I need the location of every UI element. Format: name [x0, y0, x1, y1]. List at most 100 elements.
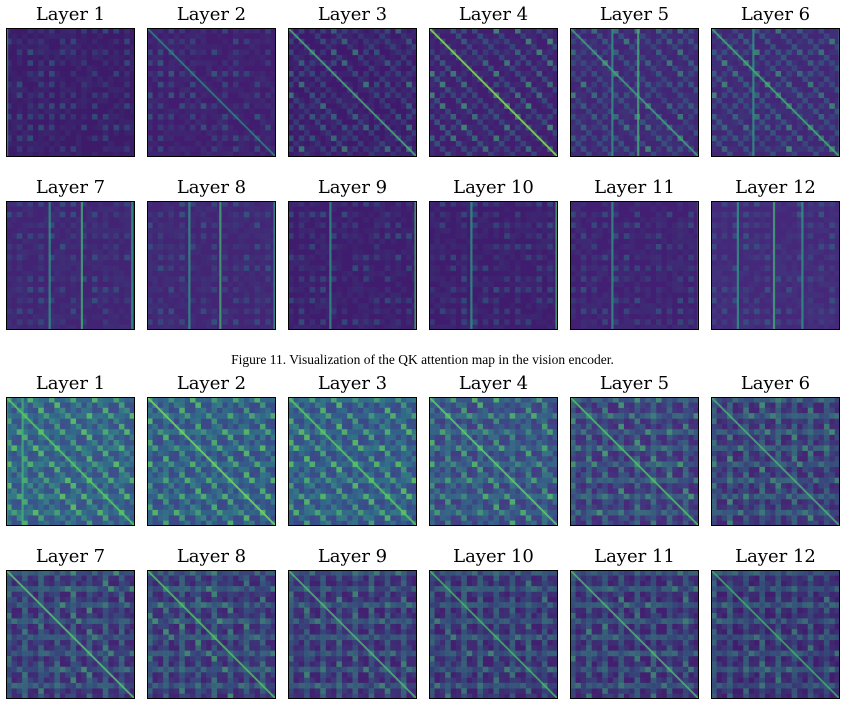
panel-title: Layer 11: [594, 177, 675, 198]
attention-column: [752, 28, 755, 157]
heatmap-background: [147, 201, 276, 330]
attention-map-panel: Layer 11: [570, 175, 699, 330]
heatmap-cells: [288, 397, 417, 526]
attention-diagonal: [570, 397, 699, 526]
heatmap-cells: [288, 570, 417, 699]
panel-title: Layer 12: [735, 177, 816, 198]
panel-title: Layer 1: [35, 4, 106, 25]
attention-column: [131, 201, 134, 330]
attention-heatmap: [429, 570, 558, 699]
attention-diagonal: [147, 397, 276, 526]
heatmap-frame: [429, 28, 558, 157]
panel-title: Layer 2: [176, 4, 247, 25]
attention-heatmap: [570, 201, 699, 330]
heatmap-cells: [147, 570, 276, 699]
attention-heatmap: [147, 397, 276, 526]
heatmap-cells: [429, 570, 558, 699]
heatmap-frame: [6, 28, 135, 157]
heatmap-cells: [711, 570, 840, 699]
attention-diagonal: [288, 28, 417, 157]
attention-map-panel: Layer 5: [570, 371, 699, 526]
panel-title: Layer 6: [740, 4, 811, 25]
attention-heatmap: [570, 28, 699, 157]
heatmap-frame: [288, 570, 417, 699]
attention-diagonal: [6, 570, 135, 699]
heatmap-cells: [570, 201, 699, 330]
heatmap-cells: [711, 397, 840, 526]
heatmap-cells: [6, 28, 135, 157]
attention-heatmap: [711, 397, 840, 526]
attention-column: [801, 201, 804, 330]
attention-map-panel: Layer 3: [288, 2, 417, 157]
heatmap-frame: [147, 570, 276, 699]
panel-title: Layer 4: [458, 373, 529, 394]
attention-map-panel: Layer 5: [570, 2, 699, 157]
panel-title: Layer 7: [35, 177, 106, 198]
attention-diagonal: [711, 570, 840, 699]
heatmap-frame: [147, 201, 276, 330]
attention-heatmap: [711, 28, 840, 157]
heatmap-frame: [429, 570, 558, 699]
attention-diagonal: [6, 397, 135, 526]
heatmap-cells: [429, 397, 558, 526]
attention-heatmap: [288, 570, 417, 699]
attention-column: [611, 28, 614, 157]
heatmap-frame: [711, 28, 840, 157]
attention-diagonal: [288, 397, 417, 526]
attention-column: [414, 201, 417, 330]
panel-title: Layer 3: [317, 373, 388, 394]
heatmap-background: [288, 201, 417, 330]
attention-diagonal: [147, 570, 276, 699]
heatmap-cells: [147, 28, 276, 157]
panel-title: Layer 11: [594, 546, 675, 567]
heatmap-frame: [711, 201, 840, 330]
heatmap-frame: [711, 397, 840, 526]
panel-title: Layer 4: [458, 4, 529, 25]
attention-map-panel: Layer 11: [570, 544, 699, 699]
panel-title: Layer 10: [453, 177, 534, 198]
attention-diagonal: [288, 570, 417, 699]
heatmap-background: [429, 201, 558, 330]
panel-title: Layer 6: [740, 373, 811, 394]
panel-title: Layer 9: [317, 546, 388, 567]
attention-column: [637, 28, 640, 157]
attention-heatmap: [6, 28, 135, 157]
heatmap-cells: [6, 397, 135, 526]
attention-map-panel: Layer 7: [6, 175, 135, 330]
heatmap-frame: [570, 570, 699, 699]
attention-map-panel: Layer 3: [288, 371, 417, 526]
heatmap-background: [6, 28, 135, 157]
attention-map-panel: Layer 9: [288, 175, 417, 330]
attention-diagonal: [711, 397, 840, 526]
attention-column: [555, 201, 558, 330]
attention-column: [6, 397, 9, 526]
attention-heatmap: [429, 28, 558, 157]
attention-diagonal: [429, 397, 558, 526]
attention-heatmap: [429, 397, 558, 526]
figure-caption: Figure 11. Visualization of the QK atten…: [231, 352, 614, 367]
panel-title: Layer 8: [176, 546, 247, 567]
attention-heatmap: [6, 397, 135, 526]
heatmap-cells: [147, 201, 276, 330]
heatmap-cells: [288, 201, 417, 330]
attention-column: [470, 201, 473, 330]
attention-map-panel: Layer 9: [288, 544, 417, 699]
heatmap-background: [570, 201, 699, 330]
heatmap-cells: [288, 28, 417, 157]
attention-map-panel: Layer 10: [429, 175, 558, 330]
attention-heatmap: [429, 201, 558, 330]
heatmap-frame: [6, 570, 135, 699]
heatmap-cells: [429, 201, 558, 330]
attention-heatmap: [147, 570, 276, 699]
attention-map-panel: Layer 1: [6, 371, 135, 526]
attention-diagonal: [570, 28, 699, 157]
heatmap-frame: [147, 397, 276, 526]
attention-column: [219, 201, 222, 330]
attention-heatmap: [288, 397, 417, 526]
attention-column: [772, 201, 776, 330]
heatmap-frame: [570, 201, 699, 330]
attention-column: [611, 201, 614, 330]
attention-heatmap: [711, 570, 840, 699]
heatmap-frame: [6, 201, 135, 330]
panel-title: Layer 3: [317, 4, 388, 25]
